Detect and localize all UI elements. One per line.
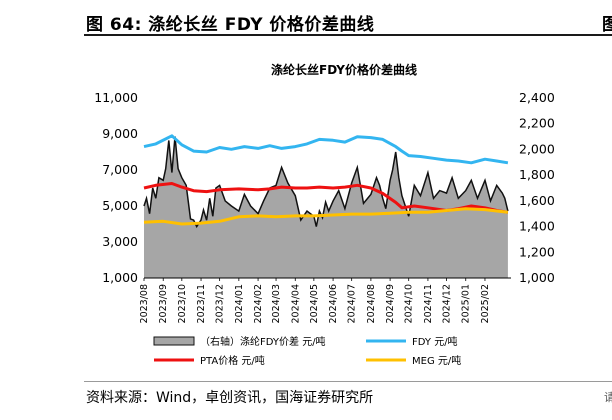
x-tick-label-11: 2024/07 [347, 284, 358, 323]
right-y-axis: 1,000 1,200 1,400 1,600 1,800 2,000 2,200 2,400 [519, 90, 555, 285]
x-tick-label-9: 2024/05 [309, 284, 320, 323]
x-tick-label-10: 2024/06 [328, 284, 339, 323]
right-y-tick-label-6: 2,200 [519, 116, 555, 131]
right-y-tick-label-2: 1,400 [519, 219, 555, 234]
plot-area [143, 134, 509, 278]
x-tick-label-17: 2025/01 [461, 284, 472, 323]
left-y-tick-label-2: 5,000 [102, 198, 138, 213]
x-tick-label-5: 2024/01 [234, 284, 245, 323]
left-y-tick-label-1: 3,000 [102, 234, 138, 249]
cropped-next-caption: 图 [602, 15, 612, 35]
right-y-tick-label-0: 1,000 [519, 270, 555, 285]
fdy-series [143, 134, 509, 165]
x-tick-label-18: 2025/02 [480, 284, 491, 323]
x-tick-label-16: 2024/12 [442, 284, 453, 323]
x-tick-label-8: 2024/04 [290, 284, 301, 323]
spread-area [144, 136, 508, 278]
right-y-tick-label-1: 1,200 [519, 244, 555, 259]
legend-item-meg: MEG 元/吨 [366, 354, 461, 367]
spread-outline [143, 136, 509, 229]
x-axis: 2023/08 2023/09 2023/10 2023/11 2023/12 2024/… [139, 277, 511, 323]
legend: （右轴）涤纶FDY价差 元/吨 FDY 元/吨 PTA价格 元/吨 MEG 元/吨 [153, 335, 461, 367]
legend-item-spread: （右轴）涤纶FDY价差 元/吨 [153, 335, 326, 348]
chart-title: 涤纶长丝FDY价格价差曲线 [271, 62, 417, 77]
x-tick-label-7: 2024/03 [271, 284, 282, 323]
right-y-tick-label-7: 2,400 [519, 90, 555, 105]
figure-header: 图 64: 涤纶长丝 FDY 价格价差曲线 图 [84, 6, 612, 36]
left-y-tick-label-3: 7,000 [102, 162, 138, 177]
right-y-tick-label-5: 2,000 [519, 141, 555, 156]
left-y-tick-label-4: 9,000 [102, 126, 138, 141]
figure-caption: 图 64: 涤纶长丝 FDY 价格价差曲线 [86, 15, 375, 35]
left-y-axis: 1,000 3,000 5,000 7,000 9,000 11,000 [94, 90, 138, 285]
spread-series [143, 136, 509, 278]
legend-label-spread: （右轴）涤纶FDY价差 元/吨 [200, 335, 326, 348]
x-tick-label-0: 2023/08 [139, 284, 150, 323]
x-tick-label-6: 2024/02 [253, 284, 264, 323]
legend-label-pta: PTA价格 元/吨 [200, 354, 265, 367]
x-tick-label-1: 2023/09 [158, 284, 169, 323]
legend-item-fdy: FDY 元/吨 [366, 335, 458, 348]
x-tick-label-14: 2024/10 [404, 284, 415, 323]
x-tick-label-12: 2024/08 [366, 284, 377, 323]
x-tick-label-13: 2024/09 [385, 284, 396, 323]
legend-label-meg: MEG 元/吨 [412, 354, 461, 367]
x-tick-label-15: 2024/11 [423, 284, 434, 323]
meg-line [143, 207, 509, 226]
legend-label-fdy: FDY 元/吨 [412, 335, 458, 348]
legend-swatch-spread [153, 336, 195, 346]
meg-series [143, 207, 509, 226]
footer-rule [84, 381, 612, 382]
legend-item-pta: PTA价格 元/吨 [154, 354, 265, 367]
cropped-side-note: 请 [604, 391, 612, 404]
fdy-line [143, 134, 509, 165]
right-y-tick-label-3: 1,600 [519, 193, 555, 208]
right-y-tick-label-4: 1,800 [519, 167, 555, 182]
left-y-tick-label-0: 1,000 [102, 270, 138, 285]
fdy-price-spread-chart: 涤纶长丝FDY价格价差曲线 1,0003,0005,0007,0009,0001… [94, 62, 555, 367]
left-y-tick-label-5: 11,000 [94, 90, 138, 105]
x-tick-label-3: 2023/11 [196, 284, 207, 323]
source-note: 资料来源：Wind，卓创资讯，国海证券研究所 [86, 390, 374, 406]
x-tick-label-2: 2023/10 [177, 284, 188, 323]
x-tick-label-4: 2023/12 [215, 284, 226, 323]
